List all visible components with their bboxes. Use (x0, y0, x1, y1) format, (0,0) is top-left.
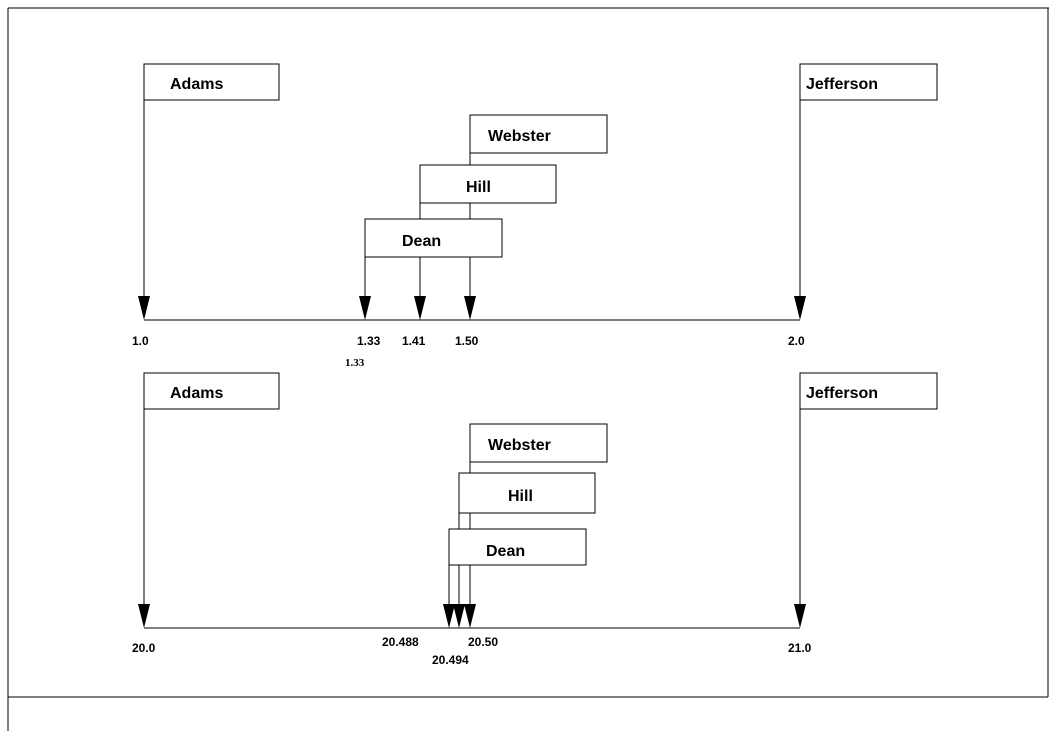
arrow-head-icon (138, 296, 150, 320)
arrow-head-icon (359, 296, 371, 320)
arrow-head-icon (794, 604, 806, 628)
top-panel: Adams Jefferson Webster Hill Dean 1.0 1.… (132, 63, 938, 369)
top-tick-label: 1.33 (357, 334, 381, 348)
arrow-head-icon (794, 296, 806, 320)
top-tick-label: 2.0 (788, 334, 805, 348)
top-box-adams-label: Adams (170, 76, 223, 93)
bottom-box-adams-label: Adams (170, 385, 223, 402)
top-tick-label: 1.0 (132, 334, 149, 348)
top-tick-label: 1.50 (455, 334, 479, 348)
top-box-dean-label: Dean (402, 233, 441, 250)
arrow-head-icon (138, 604, 150, 628)
top-box-jefferson-label: Jefferson (806, 76, 878, 93)
top-tick-sublabel: 1.33 (345, 357, 365, 369)
bottom-tick-sublabel: 20.494 (432, 653, 469, 667)
bottom-box-webster-label: Webster (488, 437, 551, 454)
top-box-webster-label: Webster (488, 128, 551, 145)
bottom-box-dean-label: Dean (486, 543, 525, 560)
bottom-box-hill-label: Hill (508, 488, 533, 505)
bottom-tick-label: 20.50 (468, 635, 498, 649)
bottom-box-jefferson-label: Jefferson (806, 385, 878, 402)
arrow-head-icon (443, 604, 455, 628)
arrow-head-icon (414, 296, 426, 320)
arrow-head-icon (464, 296, 476, 320)
bottom-tick-label: 20.488 (382, 635, 419, 649)
arrow-head-icon (453, 604, 465, 628)
bottom-panel: Adams Jefferson Webster Hill Dean 20.0 2… (132, 372, 938, 667)
arrow-head-icon (464, 604, 476, 628)
bottom-tick-label: 20.0 (132, 641, 156, 655)
top-tick-label: 1.41 (402, 334, 426, 348)
bottom-tick-label: 21.0 (788, 641, 812, 655)
top-box-hill-label: Hill (466, 179, 491, 196)
